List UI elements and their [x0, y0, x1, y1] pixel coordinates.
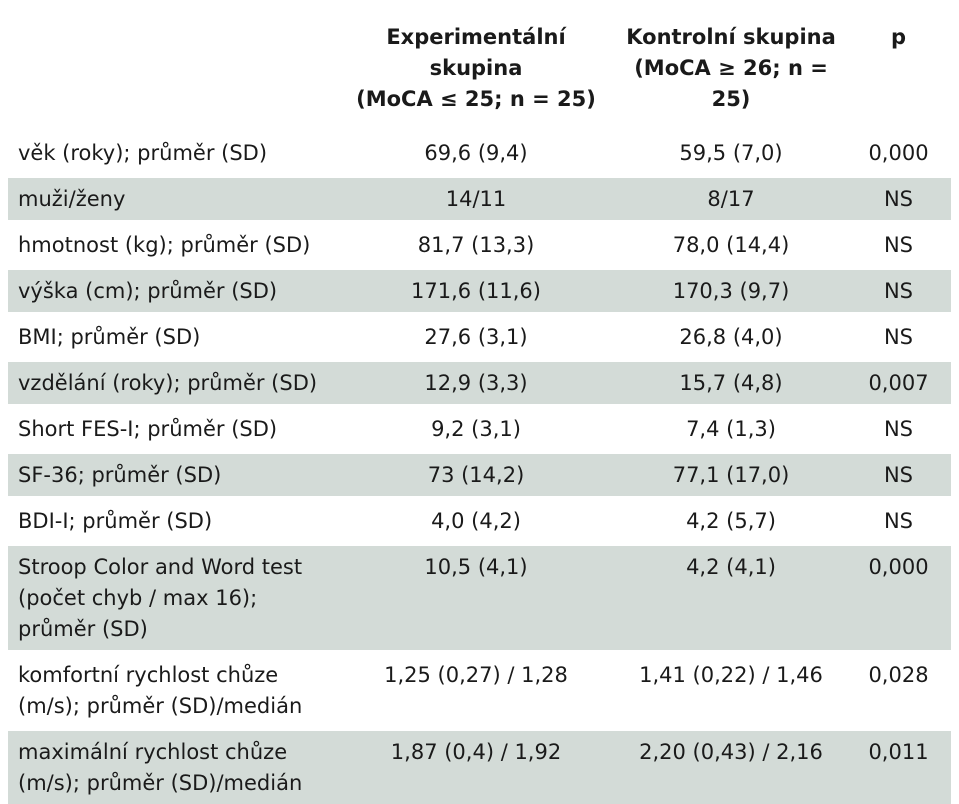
- header-cell-control-group: Kontrolní skupina (MoCA ≥ 26; n = 25): [626, 25, 836, 111]
- table-row: Stroop Color and Word test (počet chyb /…: [8, 546, 951, 650]
- p-value: NS: [883, 463, 914, 487]
- table-row: BMI; průměr (SD) 27,6 (3,1) 26,8 (4,0) NS: [8, 316, 951, 358]
- table-row: výška (cm); průměr (SD) 171,6 (11,6) 170,3…: [8, 270, 951, 312]
- table-row: věk (roky); průměr (SD) 69,6 (9,4) 59,5 (7…: [8, 132, 951, 174]
- header-cell-p-value: p: [890, 25, 907, 49]
- experimental-value: 14/11: [445, 187, 507, 211]
- p-value: NS: [883, 233, 914, 257]
- control-value: 59,5 (7,0): [679, 141, 783, 165]
- p-value: 0,000: [868, 555, 929, 579]
- control-value: 8/17: [707, 187, 755, 211]
- p-value: NS: [883, 417, 914, 441]
- experimental-value: 9,2 (3,1): [431, 417, 521, 441]
- control-value: 4,2 (4,1): [686, 555, 776, 579]
- p-value: 0,028: [868, 663, 929, 687]
- table-row: hmotnost (kg); průměr (SD) 81,7 (13,3) 78,…: [8, 224, 951, 266]
- control-value: 1,41 (0,22) / 1,46: [639, 663, 823, 687]
- row-label: BMI; průměr (SD): [18, 325, 201, 349]
- table-row: Short FES-I; průměr (SD) 9,2 (3,1) 7,4 (1,…: [8, 408, 951, 450]
- table-body: věk (roky); průměr (SD) 69,6 (9,4) 59,5 (7…: [8, 132, 951, 804]
- row-label: výška (cm); průměr (SD): [18, 279, 278, 303]
- p-value: 0,007: [868, 371, 929, 395]
- row-label: SF-36; průměr (SD): [18, 463, 222, 487]
- experimental-value: 1,25 (0,27) / 1,28: [384, 663, 568, 687]
- experimental-value: 171,6 (11,6): [411, 279, 541, 303]
- control-value: 4,2 (5,7): [686, 509, 776, 533]
- row-label: maximální rychlost chůze (m/s); průměr (…: [18, 740, 303, 795]
- row-label: Stroop Color and Word test (počet chyb /…: [18, 555, 303, 641]
- table-row: BDI-I; průměr (SD) 4,0 (4,2) 4,2 (5,7) NS: [8, 500, 951, 542]
- control-value: 7,4 (1,3): [686, 417, 776, 441]
- experimental-value: 73 (14,2): [427, 463, 525, 487]
- table-row: muži/ženy 14/11 8/17 NS: [8, 178, 951, 220]
- control-value: 2,20 (0,43) / 2,16: [639, 740, 823, 764]
- table-header: Experimentální skupina (MoCA ≤ 25; n = 2…: [8, 22, 951, 128]
- experimental-value: 27,6 (3,1): [424, 325, 528, 349]
- header-cell-experimental-group: Experimentální skupina (MoCA ≤ 25; n = 2…: [356, 25, 596, 111]
- experimental-value: 10,5 (4,1): [424, 555, 528, 579]
- control-value: 170,3 (9,7): [672, 279, 790, 303]
- control-value: 78,0 (14,4): [672, 233, 790, 257]
- p-value: NS: [883, 509, 914, 533]
- control-value: 26,8 (4,0): [679, 325, 783, 349]
- row-label: BDI-I; průměr (SD): [18, 509, 213, 533]
- p-value: NS: [883, 325, 914, 349]
- experimental-value: 12,9 (3,3): [424, 371, 528, 395]
- row-label: komfortní rychlost chůze (m/s); průměr (…: [18, 663, 303, 718]
- row-label: hmotnost (kg); průměr (SD): [18, 233, 311, 257]
- row-label: Short FES-I; průměr (SD): [18, 417, 278, 441]
- table-row: SF-36; průměr (SD) 73 (14,2) 77,1 (17,0) NS: [8, 454, 951, 496]
- row-label: vzdělání (roky); průměr (SD): [18, 371, 318, 395]
- table-row: maximální rychlost chůze (m/s); průměr (…: [8, 731, 951, 804]
- experimental-value: 4,0 (4,2): [431, 509, 521, 533]
- experimental-value: 69,6 (9,4): [424, 141, 528, 165]
- experimental-value: 81,7 (13,3): [417, 233, 535, 257]
- p-value: NS: [883, 279, 914, 303]
- p-value: 0,011: [868, 740, 929, 764]
- control-value: 15,7 (4,8): [679, 371, 783, 395]
- header-cell-label: [8, 22, 336, 128]
- table-row: komfortní rychlost chůze (m/s); průměr (…: [8, 654, 951, 727]
- table-row: vzdělání (roky); průměr (SD) 12,9 (3,3) 15…: [8, 362, 951, 404]
- p-value: NS: [883, 187, 914, 211]
- row-label: muži/ženy: [18, 187, 126, 211]
- row-label: věk (roky); průměr (SD): [18, 141, 268, 165]
- p-value: 0,000: [868, 141, 929, 165]
- data-table: Experimentální skupina (MoCA ≤ 25; n = 2…: [8, 22, 951, 804]
- control-value: 77,1 (17,0): [672, 463, 790, 487]
- experimental-value: 1,87 (0,4) / 1,92: [390, 740, 562, 764]
